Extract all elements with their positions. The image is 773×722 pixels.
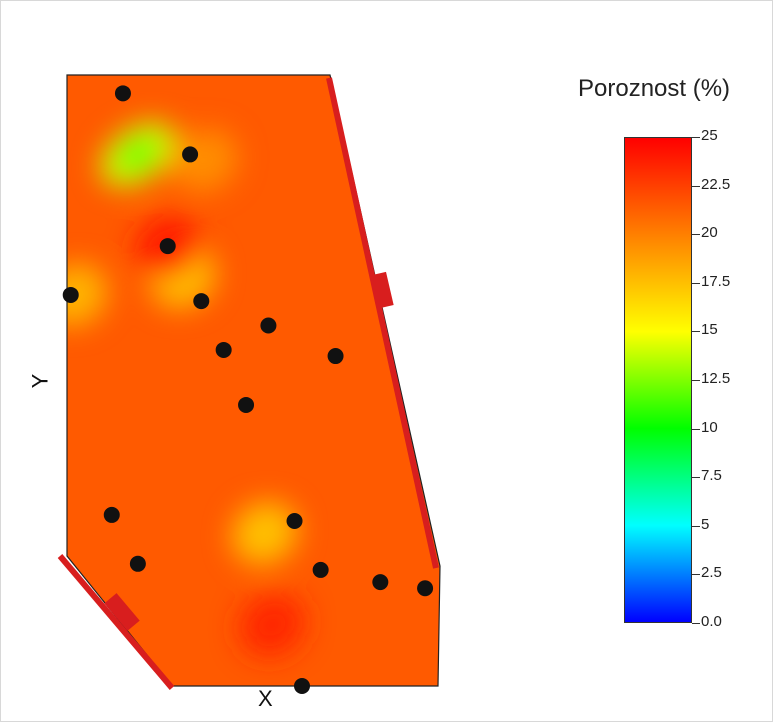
colorbar-tick	[692, 137, 700, 138]
well-point	[114, 85, 131, 102]
fault-east-marker	[372, 271, 394, 309]
colorbar-tick-label: 17.5	[701, 272, 731, 290]
colorbar-tick-label: 10	[701, 418, 718, 436]
well-point	[260, 317, 277, 334]
colorbar-tick-label: 5	[701, 515, 710, 533]
porosity-anomaly-core	[120, 139, 156, 170]
colorbar-tick	[692, 234, 700, 236]
fault-southwest	[57, 554, 175, 690]
porosity-anomaly	[172, 129, 238, 192]
map-boundary	[66, 74, 441, 687]
porosity-anomaly	[239, 593, 305, 657]
well-point	[159, 238, 176, 255]
colorbar-tick	[692, 331, 700, 333]
colorbar-tick-label: 15	[701, 321, 718, 339]
fault-east	[326, 77, 439, 569]
colorbar-tick	[692, 623, 700, 624]
colorbar-tick	[692, 185, 700, 187]
colorbar-tick-label: 20	[701, 223, 718, 241]
colorbar-tick-label: 0.0	[701, 612, 722, 630]
y-axis-label: Y	[27, 373, 53, 389]
well-point	[215, 341, 232, 358]
colorbar-title: Poroznost (%)	[578, 75, 731, 102]
well-point	[103, 506, 120, 523]
fault-southwest-marker	[104, 593, 140, 631]
colorbar-tick-label: 2.5	[701, 564, 722, 582]
well-point	[417, 580, 434, 597]
colorbar-tick	[692, 282, 700, 284]
well-point	[182, 146, 199, 163]
x-axis-label: X	[258, 686, 273, 711]
colorbar-tick-label: 12.5	[701, 369, 731, 387]
well-point	[372, 574, 389, 591]
well-point	[286, 513, 303, 530]
well-point	[312, 561, 329, 578]
well-point	[238, 396, 255, 413]
well-point	[129, 555, 146, 572]
colorbar-tick-label: 25	[701, 126, 718, 144]
well-point	[193, 293, 210, 310]
colorbar-tick-label: 22.5	[701, 175, 731, 193]
well-point	[327, 348, 344, 365]
colorbar-tick	[692, 574, 700, 576]
colorbar-tick	[692, 380, 700, 381]
colorbar-tick	[692, 428, 700, 430]
well-point	[293, 678, 310, 694]
porosity-anomaly	[231, 501, 298, 565]
well-point	[62, 286, 79, 303]
colorbar-tick	[692, 525, 700, 527]
colorbar	[624, 137, 692, 623]
colorbar-tick-label: 7.5	[701, 466, 722, 484]
colorbar-tick	[692, 477, 700, 479]
